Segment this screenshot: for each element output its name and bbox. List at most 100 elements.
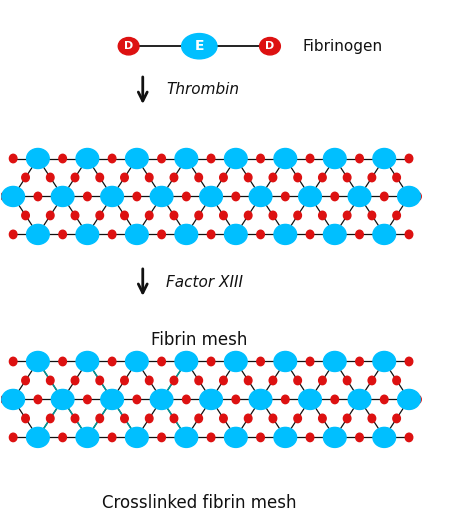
Ellipse shape [323, 427, 346, 447]
Circle shape [46, 173, 54, 182]
Circle shape [319, 376, 326, 385]
Circle shape [306, 230, 314, 239]
Circle shape [356, 230, 363, 239]
Circle shape [22, 414, 29, 422]
Circle shape [368, 211, 376, 219]
Text: D: D [265, 41, 274, 51]
Circle shape [282, 395, 289, 404]
Circle shape [1, 395, 9, 404]
Circle shape [109, 433, 116, 441]
Circle shape [22, 173, 29, 182]
Circle shape [1, 192, 9, 201]
Circle shape [182, 192, 190, 201]
Circle shape [306, 154, 314, 163]
Ellipse shape [323, 224, 346, 244]
Ellipse shape [150, 390, 173, 410]
Ellipse shape [373, 148, 396, 169]
Circle shape [331, 395, 338, 404]
Circle shape [343, 414, 351, 422]
Circle shape [405, 230, 413, 239]
Ellipse shape [274, 148, 297, 169]
Circle shape [294, 173, 301, 182]
Ellipse shape [150, 187, 173, 207]
Circle shape [269, 211, 277, 219]
Circle shape [207, 357, 215, 366]
Circle shape [368, 376, 376, 385]
Circle shape [59, 433, 66, 441]
Circle shape [9, 357, 17, 366]
Circle shape [294, 211, 301, 219]
Ellipse shape [299, 187, 321, 207]
Circle shape [182, 395, 190, 404]
Circle shape [319, 414, 326, 422]
Circle shape [294, 376, 301, 385]
Circle shape [343, 376, 351, 385]
Circle shape [59, 230, 66, 239]
Ellipse shape [225, 148, 247, 169]
Ellipse shape [249, 390, 272, 410]
Circle shape [96, 414, 103, 422]
Circle shape [146, 414, 153, 422]
Ellipse shape [274, 351, 297, 372]
Circle shape [133, 192, 141, 201]
Circle shape [96, 173, 103, 182]
Circle shape [46, 376, 54, 385]
Circle shape [59, 154, 66, 163]
Circle shape [109, 154, 116, 163]
Circle shape [343, 211, 351, 219]
Circle shape [121, 376, 128, 385]
Ellipse shape [398, 390, 420, 410]
Text: D: D [124, 41, 133, 51]
Circle shape [121, 173, 128, 182]
Circle shape [9, 230, 17, 239]
Circle shape [59, 357, 66, 366]
Circle shape [356, 357, 363, 366]
Circle shape [71, 376, 79, 385]
Ellipse shape [348, 390, 371, 410]
Circle shape [195, 211, 202, 219]
Circle shape [245, 211, 252, 219]
Ellipse shape [126, 224, 148, 244]
Circle shape [356, 433, 363, 441]
Circle shape [207, 433, 215, 441]
Circle shape [405, 154, 413, 163]
Circle shape [146, 173, 153, 182]
Ellipse shape [274, 224, 297, 244]
Circle shape [146, 211, 153, 219]
Ellipse shape [200, 390, 222, 410]
Ellipse shape [126, 148, 148, 169]
Ellipse shape [27, 148, 49, 169]
Circle shape [405, 433, 413, 441]
Circle shape [96, 211, 103, 219]
Circle shape [207, 154, 215, 163]
Ellipse shape [225, 224, 247, 244]
Circle shape [83, 192, 91, 201]
Circle shape [170, 414, 178, 422]
Ellipse shape [76, 224, 99, 244]
Circle shape [34, 395, 42, 404]
Circle shape [207, 230, 215, 239]
Circle shape [393, 376, 401, 385]
Circle shape [121, 414, 128, 422]
Ellipse shape [118, 38, 139, 55]
Ellipse shape [76, 148, 99, 169]
Circle shape [219, 414, 227, 422]
Circle shape [170, 376, 178, 385]
Circle shape [22, 376, 29, 385]
Circle shape [356, 154, 363, 163]
Ellipse shape [299, 390, 321, 410]
Ellipse shape [323, 148, 346, 169]
Circle shape [158, 230, 165, 239]
Circle shape [282, 192, 289, 201]
Ellipse shape [175, 351, 198, 372]
Ellipse shape [200, 187, 222, 207]
Ellipse shape [27, 224, 49, 244]
Circle shape [219, 173, 227, 182]
Circle shape [109, 230, 116, 239]
Circle shape [368, 414, 376, 422]
Circle shape [83, 395, 91, 404]
Circle shape [170, 173, 178, 182]
Circle shape [414, 395, 421, 404]
Circle shape [9, 154, 17, 163]
Circle shape [34, 192, 42, 201]
